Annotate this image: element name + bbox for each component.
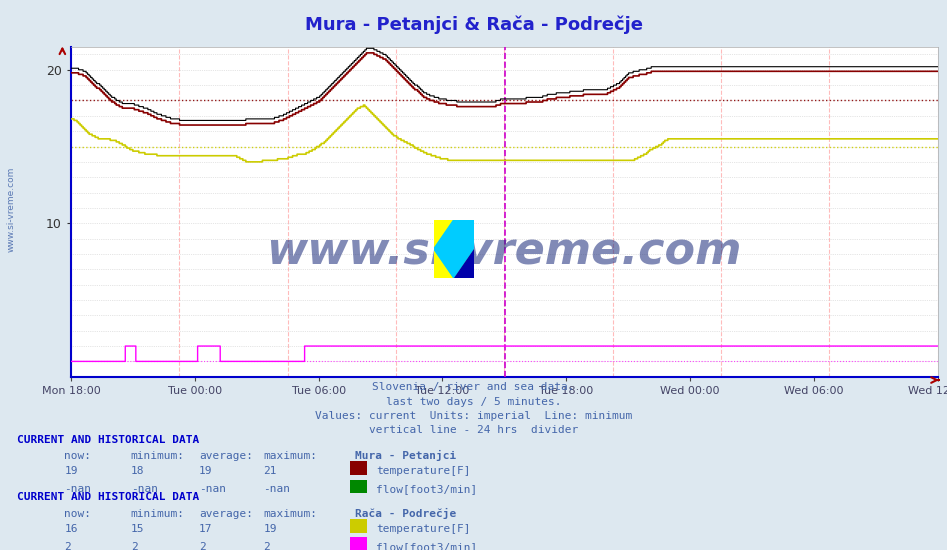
Text: 2: 2: [199, 542, 205, 550]
Text: Mura - Petanjci & Rača - Podrečje: Mura - Petanjci & Rača - Podrečje: [305, 15, 642, 34]
Text: 2: 2: [263, 542, 270, 550]
Text: Slovenia / river and sea data.: Slovenia / river and sea data.: [372, 382, 575, 392]
Text: vertical line - 24 hrs  divider: vertical line - 24 hrs divider: [369, 425, 578, 435]
Text: Rača - Podrečje: Rača - Podrečje: [355, 508, 456, 519]
Text: 2: 2: [64, 542, 71, 550]
Text: 19: 19: [263, 524, 277, 534]
Polygon shape: [434, 220, 474, 278]
Text: average:: average:: [199, 451, 253, 461]
Text: maximum:: maximum:: [263, 509, 317, 519]
Text: Values: current  Units: imperial  Line: minimum: Values: current Units: imperial Line: mi…: [314, 411, 633, 421]
Text: 2: 2: [131, 542, 137, 550]
Text: 18: 18: [131, 466, 144, 476]
Text: last two days / 5 minutes.: last two days / 5 minutes.: [385, 397, 562, 406]
Text: 19: 19: [64, 466, 78, 476]
Text: 16: 16: [64, 524, 78, 534]
Text: maximum:: maximum:: [263, 451, 317, 461]
Text: www.si-vreme.com: www.si-vreme.com: [266, 230, 742, 273]
Text: now:: now:: [64, 451, 92, 461]
Text: flow[foot3/min]: flow[foot3/min]: [376, 542, 477, 550]
Text: CURRENT AND HISTORICAL DATA: CURRENT AND HISTORICAL DATA: [17, 492, 199, 503]
Text: temperature[F]: temperature[F]: [376, 524, 471, 534]
Text: average:: average:: [199, 509, 253, 519]
Text: Mura - Petanjci: Mura - Petanjci: [355, 450, 456, 461]
Text: -nan: -nan: [263, 484, 291, 494]
Text: flow[foot3/min]: flow[foot3/min]: [376, 484, 477, 494]
Polygon shape: [454, 249, 474, 278]
Text: -nan: -nan: [131, 484, 158, 494]
Text: CURRENT AND HISTORICAL DATA: CURRENT AND HISTORICAL DATA: [17, 434, 199, 445]
Text: 17: 17: [199, 524, 212, 534]
Text: -nan: -nan: [199, 484, 226, 494]
Text: now:: now:: [64, 509, 92, 519]
Text: 15: 15: [131, 524, 144, 534]
Text: minimum:: minimum:: [131, 451, 185, 461]
Text: 21: 21: [263, 466, 277, 476]
Text: -nan: -nan: [64, 484, 92, 494]
Text: temperature[F]: temperature[F]: [376, 466, 471, 476]
Text: www.si-vreme.com: www.si-vreme.com: [7, 166, 16, 252]
Text: 19: 19: [199, 466, 212, 476]
Text: minimum:: minimum:: [131, 509, 185, 519]
